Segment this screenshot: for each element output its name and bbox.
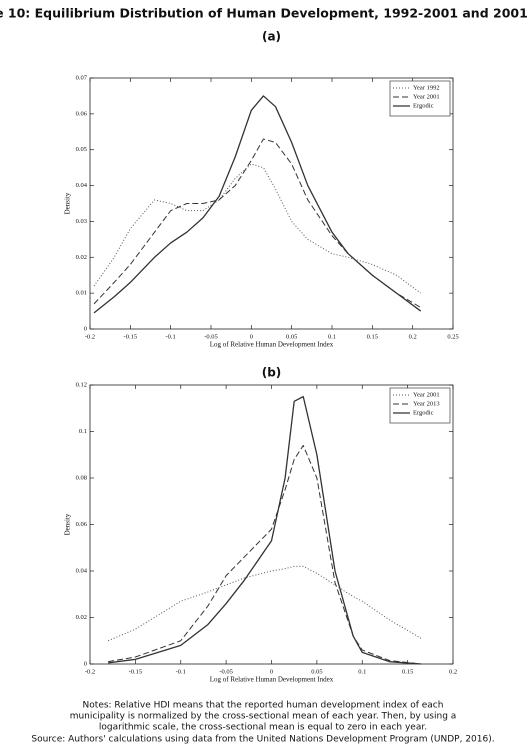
legend-label: Year 2013 bbox=[413, 400, 440, 407]
x-tick-label: 0.1 bbox=[358, 668, 366, 675]
legend-box bbox=[389, 387, 451, 424]
y-tick-label: 0 bbox=[84, 325, 87, 332]
x-tick-label: 0 bbox=[250, 333, 253, 340]
y-tick-label: 0.06 bbox=[76, 521, 88, 528]
chart-title: (a) bbox=[262, 30, 281, 44]
x-tick-label: 0.15 bbox=[367, 333, 378, 340]
notes-line: municipality is normalized by the cross-… bbox=[70, 712, 457, 722]
legend-label: Ergodic bbox=[413, 409, 434, 416]
legend-label: Year 2001 bbox=[413, 93, 440, 100]
x-tick-label: -0.2 bbox=[85, 333, 95, 340]
y-tick-label: 0.01 bbox=[76, 290, 87, 297]
series-line bbox=[108, 395, 422, 665]
series-line bbox=[93, 163, 422, 294]
notes-line: Notes: Relative HDI means that the repor… bbox=[83, 701, 444, 711]
x-tick-label: -0.15 bbox=[129, 668, 143, 675]
y-tick-label: 0.04 bbox=[76, 182, 88, 189]
x-tick-label: 0.05 bbox=[311, 668, 322, 675]
x-tick-label: 0.2 bbox=[449, 668, 457, 675]
x-tick-label: 0 bbox=[270, 668, 273, 675]
y-tick-label: 0.04 bbox=[76, 567, 88, 574]
legend-label: Year 1992 bbox=[413, 84, 440, 91]
series-line bbox=[107, 565, 422, 642]
legend-label: Year 2001 bbox=[413, 391, 440, 398]
y-tick-label: 0.07 bbox=[76, 74, 88, 81]
series-line bbox=[108, 444, 422, 665]
x-tick-label: -0.05 bbox=[204, 333, 218, 340]
source: Source: Authors' calculations using data… bbox=[31, 735, 494, 745]
x-axis-label: Log of Relative Human Development Index bbox=[210, 676, 334, 684]
y-tick-label: 0.08 bbox=[76, 474, 87, 481]
x-tick-label: -0.15 bbox=[124, 333, 138, 340]
x-tick-label: 0.2 bbox=[409, 333, 417, 340]
chart: -0.2 -0.15 -0.1 -0.05 0 0.05 0.1 0.15 0.2 0 0.02 0.… bbox=[64, 381, 457, 683]
figure-title: Figure 10: Equilibrium Distribution of H… bbox=[0, 6, 527, 21]
series-line bbox=[93, 138, 421, 308]
plot-frame bbox=[89, 384, 454, 665]
y-axis-label: Density bbox=[64, 513, 72, 535]
x-axis-label: Log of Relative Human Development Index bbox=[210, 341, 334, 349]
chart-title: (b) bbox=[262, 366, 282, 380]
y-axis-label: Density bbox=[64, 192, 72, 214]
legend-label: Ergodic bbox=[413, 102, 434, 109]
y-tick-label: 0 bbox=[84, 660, 87, 667]
x-tick-label: 0.05 bbox=[286, 333, 297, 340]
y-tick-label: 0.05 bbox=[76, 146, 87, 153]
x-tick-label: -0.2 bbox=[85, 668, 95, 675]
series-line bbox=[93, 95, 422, 314]
notes-line: logarithmic scale, the cross-sectional m… bbox=[99, 723, 427, 733]
y-tick-label: 0.1 bbox=[79, 428, 87, 435]
legend-box bbox=[389, 80, 451, 117]
plot-frame bbox=[89, 77, 454, 330]
x-tick-label: -0.1 bbox=[166, 333, 176, 340]
x-tick-label: -0.05 bbox=[219, 668, 233, 675]
y-tick-label: 0.02 bbox=[76, 614, 87, 621]
chart: -0.2 -0.15 -0.1 -0.05 0 0.05 0.1 0.15 0.2 0.25 0 0.… bbox=[64, 74, 459, 348]
x-tick-label: 0.25 bbox=[447, 333, 458, 340]
y-tick-label: 0.12 bbox=[76, 381, 87, 388]
x-tick-label: 0.15 bbox=[402, 668, 413, 675]
y-tick-label: 0.03 bbox=[76, 218, 87, 225]
y-tick-label: 0.02 bbox=[76, 254, 87, 261]
x-tick-label: -0.1 bbox=[176, 668, 186, 675]
x-tick-label: 0.1 bbox=[328, 333, 336, 340]
y-tick-label: 0.06 bbox=[76, 110, 88, 117]
